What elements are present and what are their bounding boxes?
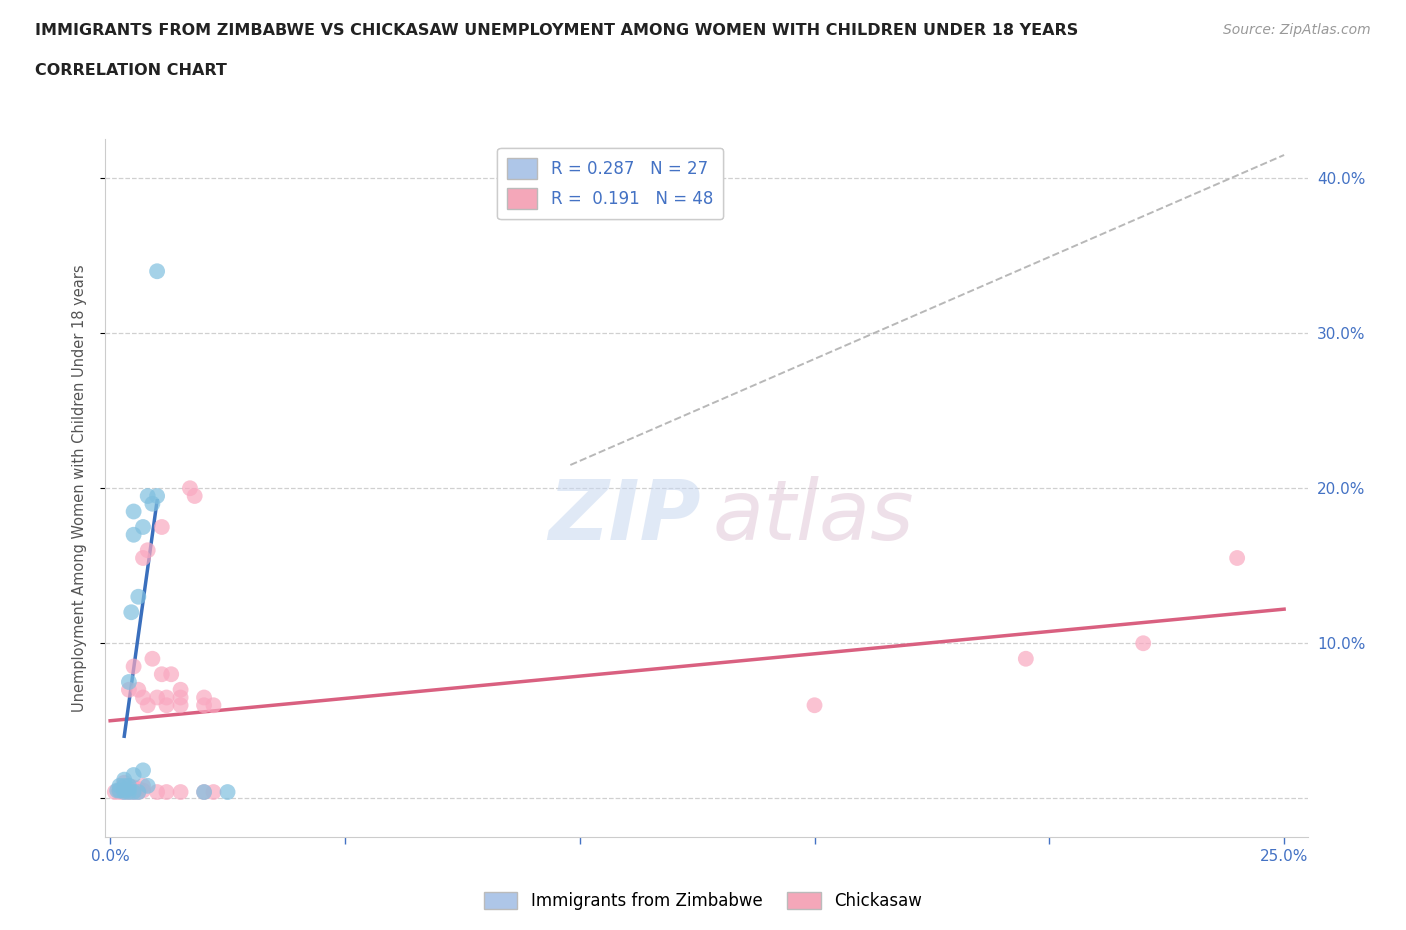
Y-axis label: Unemployment Among Women with Children Under 18 years: Unemployment Among Women with Children U… [72, 264, 87, 712]
Point [112, 783, 135, 798]
Legend: Immigrants from Zimbabwe, Chickasaw: Immigrants from Zimbabwe, Chickasaw [478, 885, 928, 917]
Point [127, 785, 149, 800]
Point [118, 674, 141, 689]
Point [118, 785, 141, 800]
Point [118, 683, 141, 698]
Point [155, 698, 177, 712]
Text: CORRELATION CHART: CORRELATION CHART [35, 63, 226, 78]
Point [803, 698, 825, 712]
Point [202, 698, 225, 712]
Point [179, 481, 201, 496]
Text: IMMIGRANTS FROM ZIMBABWE VS CHICKASAW UNEMPLOYMENT AMONG WOMEN WITH CHILDREN UND: IMMIGRANTS FROM ZIMBABWE VS CHICKASAW UN… [35, 23, 1078, 38]
Point [169, 683, 191, 698]
Point [193, 690, 215, 705]
Point [112, 785, 135, 800]
Point [150, 667, 173, 682]
Point [122, 767, 145, 782]
Point [118, 785, 141, 800]
Point [150, 520, 173, 535]
Point [136, 488, 159, 503]
Text: ZIP: ZIP [548, 475, 700, 557]
Point [127, 590, 149, 604]
Point [108, 785, 131, 800]
Point [108, 778, 131, 793]
Point [112, 778, 135, 793]
Point [202, 785, 225, 800]
Point [112, 783, 135, 798]
Point [132, 783, 155, 798]
Point [127, 683, 149, 698]
Point [118, 781, 141, 796]
Point [217, 785, 239, 800]
Point [141, 497, 163, 512]
Text: Source: ZipAtlas.com: Source: ZipAtlas.com [1223, 23, 1371, 37]
Point [118, 778, 141, 793]
Point [122, 659, 145, 674]
Point [112, 785, 135, 800]
Point [193, 698, 215, 712]
Legend: R = 0.287   N = 27, R =  0.191   N = 48: R = 0.287 N = 27, R = 0.191 N = 48 [498, 148, 723, 219]
Point [1132, 636, 1154, 651]
Point [146, 264, 169, 279]
Point [108, 783, 131, 798]
Point [155, 785, 177, 800]
Point [127, 785, 149, 800]
Point [105, 783, 128, 798]
Point [122, 504, 145, 519]
Point [169, 690, 191, 705]
Point [108, 783, 131, 798]
Point [132, 690, 155, 705]
Point [141, 651, 163, 666]
Point [146, 488, 169, 503]
Point [112, 780, 135, 795]
Point [122, 780, 145, 795]
Text: atlas: atlas [713, 475, 914, 557]
Point [136, 778, 159, 793]
Point [155, 690, 177, 705]
Point [132, 763, 155, 777]
Point [118, 783, 141, 798]
Point [122, 785, 145, 800]
Point [118, 778, 141, 793]
Point [118, 781, 141, 796]
Point [169, 785, 191, 800]
Point [169, 698, 191, 712]
Point [136, 698, 159, 712]
Point [193, 785, 215, 800]
Point [122, 783, 145, 798]
Point [122, 527, 145, 542]
Point [127, 781, 149, 796]
Point [112, 776, 135, 790]
Point [112, 772, 135, 787]
Point [122, 785, 145, 800]
Point [132, 520, 155, 535]
Point [136, 543, 159, 558]
Point [132, 551, 155, 565]
Point [1015, 651, 1038, 666]
Point [1226, 551, 1249, 565]
Point [120, 604, 142, 619]
Point [104, 785, 127, 800]
Point [146, 785, 169, 800]
Point [160, 667, 183, 682]
Point [146, 690, 169, 705]
Point [132, 778, 155, 793]
Point [183, 488, 205, 503]
Point [193, 785, 215, 800]
